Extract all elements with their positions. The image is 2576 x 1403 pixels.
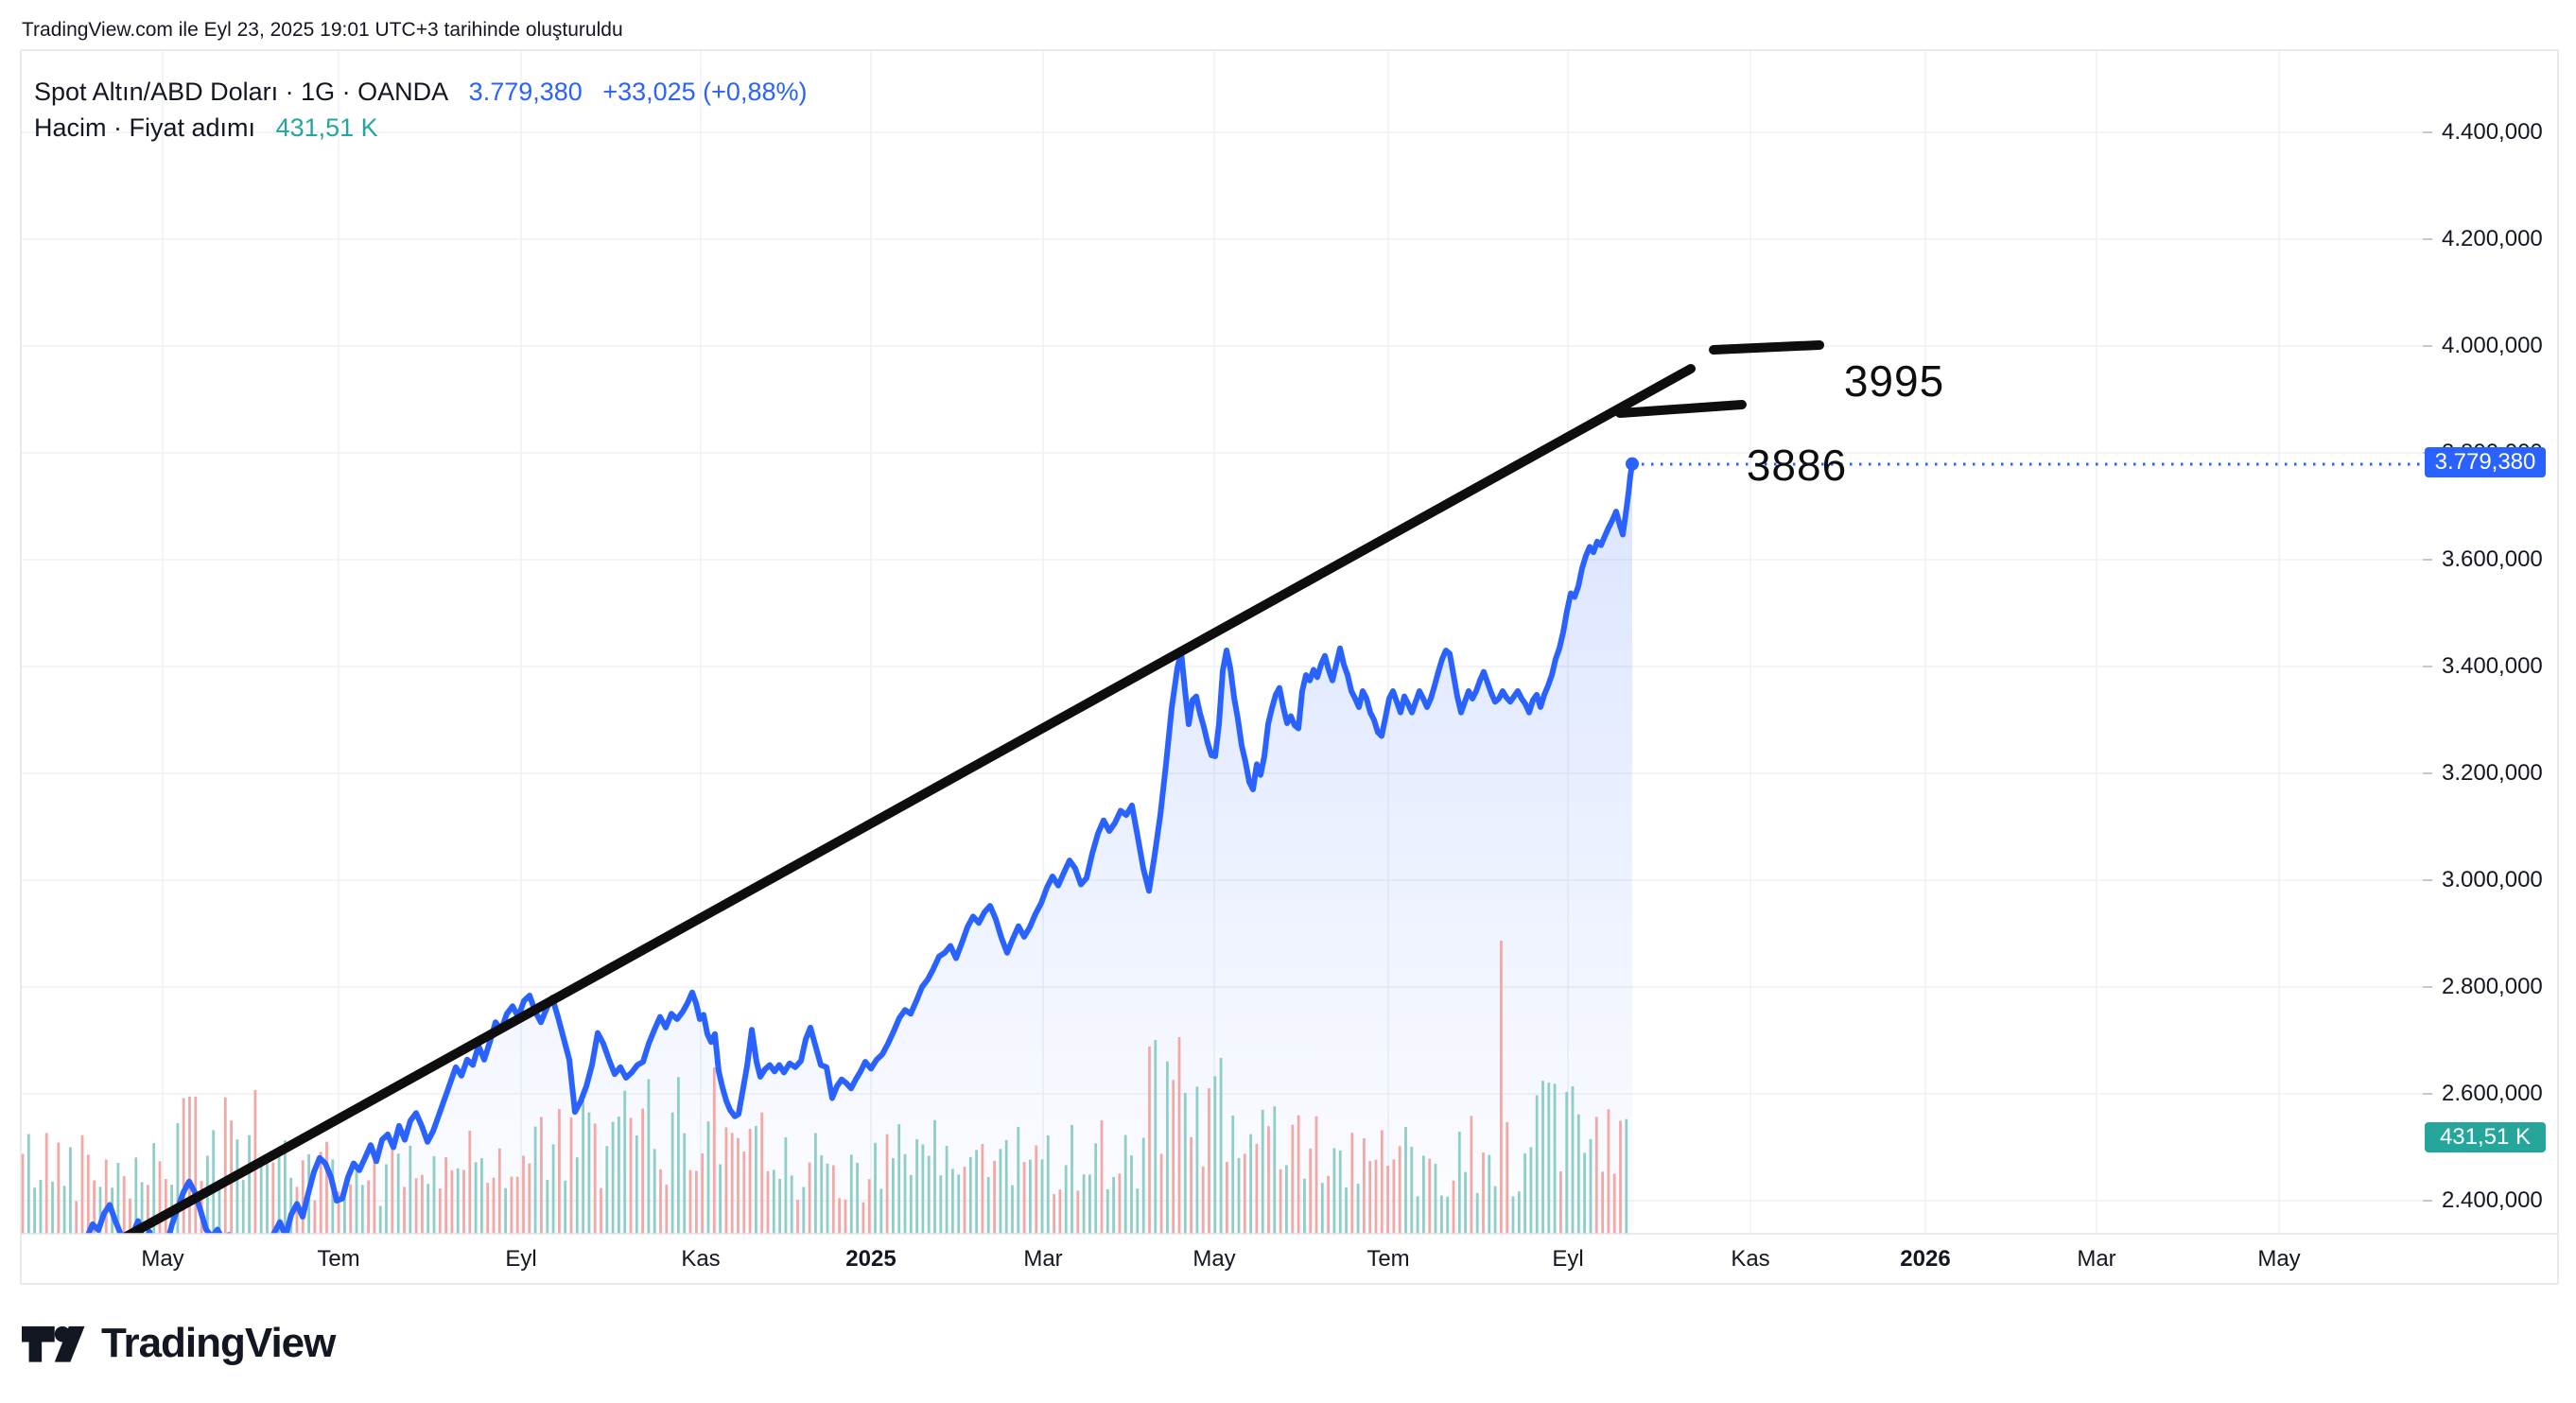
time-axis-label: Mar xyxy=(1023,1246,1063,1272)
attribution-text: TradingView.com ile Eyl 23, 2025 19:01 U… xyxy=(22,19,623,41)
chart-frame xyxy=(20,49,2559,1285)
time-axis-label: May xyxy=(141,1246,184,1272)
trend-line xyxy=(121,364,1696,1234)
volume-legend-label: Hacim · Fiyat adımı xyxy=(34,113,256,142)
price-target-label: 3886 xyxy=(1746,441,1848,490)
time-axis-label: Eyl xyxy=(505,1246,537,1272)
volume-bars xyxy=(21,941,1628,1234)
price-target-label: 3995 xyxy=(1843,356,1945,406)
price-axis-label: 4.000,000 xyxy=(2442,333,2543,358)
price-axis-label: 3.600,000 xyxy=(2442,546,2543,572)
tradingview-logo-text: TradingView xyxy=(101,1320,336,1366)
last-price-dot xyxy=(1626,457,1639,471)
price-axis-label: 4.400,000 xyxy=(2442,119,2543,145)
time-axis-label: Tem xyxy=(317,1246,360,1272)
price-axis-label: 3.200,000 xyxy=(2442,760,2543,786)
price-axis-label: 3.000,000 xyxy=(2442,867,2543,892)
time-axis-label: Kas xyxy=(681,1246,721,1272)
gridlines xyxy=(21,50,2423,1234)
tradingview-logo-icon xyxy=(22,1325,85,1362)
price-axis-label: 2.800,000 xyxy=(2442,974,2543,999)
price-axis-label: 3.400,000 xyxy=(2442,653,2543,679)
annotation-segment-1 xyxy=(1709,340,1824,355)
volume-value-badge: 431,51 K xyxy=(2425,1122,2546,1152)
last-price-value: 3.779,380 xyxy=(468,78,583,106)
price-change-value: +33,025 (+0,88%) xyxy=(602,78,808,106)
price-axis-label: 2.600,000 xyxy=(2442,1081,2543,1106)
time-axis-label: Mar xyxy=(2077,1246,2116,1272)
price-axis-label: 4.200,000 xyxy=(2442,226,2543,251)
time-axis-label: 2025 xyxy=(845,1246,896,1272)
price-axis-label: 2.400,000 xyxy=(2442,1187,2543,1213)
price-area-fill xyxy=(21,463,1632,1234)
time-axis-label: Kas xyxy=(1731,1246,1770,1272)
price-line xyxy=(85,460,1635,1234)
time-axis-label: Tem xyxy=(1366,1246,1410,1272)
chart-legend[interactable]: Spot Altın/ABD Doları · 1G · OANDA 3.779… xyxy=(34,78,807,107)
volume-legend-value: 431,51 K xyxy=(275,113,378,142)
time-axis-label: Eyl xyxy=(1552,1246,1584,1272)
tradingview-logo[interactable]: TradingView xyxy=(22,1320,336,1367)
symbol-title: Spot Altın/ABD Doları · 1G · OANDA xyxy=(34,78,449,106)
annotation-segment-2 xyxy=(1615,400,1747,418)
time-axis-label: 2026 xyxy=(1900,1246,1951,1272)
volume-legend[interactable]: Hacim · Fiyat adımı 431,51 K xyxy=(34,113,378,143)
time-axis-label: May xyxy=(2257,1246,2301,1272)
time-axis-label: May xyxy=(1192,1246,1236,1272)
last-price-badge: 3.779,380 xyxy=(2425,447,2546,477)
price-axis-ticks xyxy=(2423,131,2432,1202)
